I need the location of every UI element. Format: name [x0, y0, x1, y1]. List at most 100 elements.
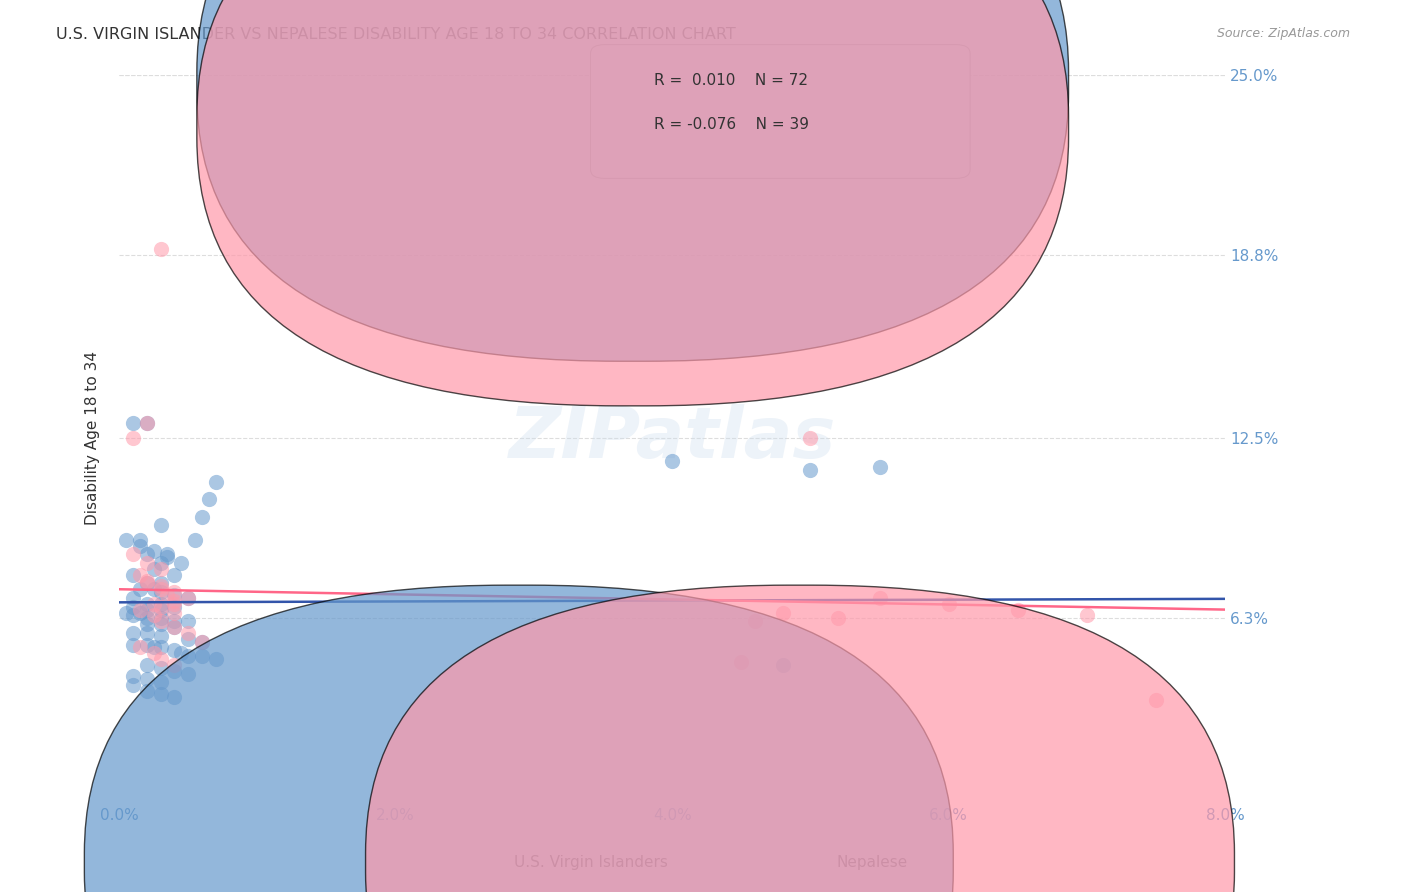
U.S. Virgin Islanders: [122, 591, 145, 605]
Nepalese: [156, 588, 179, 602]
U.S. Virgin Islanders: [869, 460, 891, 475]
U.S. Virgin Islanders: [128, 539, 150, 553]
U.S. Virgin Islanders: [163, 664, 186, 678]
U.S. Virgin Islanders: [135, 611, 157, 625]
U.S. Virgin Islanders: [115, 533, 138, 547]
U.S. Virgin Islanders: [115, 606, 138, 620]
U.S. Virgin Islanders: [205, 652, 228, 666]
U.S. Virgin Islanders: [149, 687, 172, 701]
Y-axis label: Disability Age 18 to 34: Disability Age 18 to 34: [86, 351, 100, 525]
Nepalese: [135, 576, 157, 591]
Text: U.S. Virgin Islanders: U.S. Virgin Islanders: [513, 855, 668, 870]
U.S. Virgin Islanders: [149, 640, 172, 655]
U.S. Virgin Islanders: [170, 646, 193, 660]
Text: ZIPatlas: ZIPatlas: [509, 403, 835, 473]
U.S. Virgin Islanders: [135, 657, 157, 672]
U.S. Virgin Islanders: [142, 582, 165, 597]
U.S. Virgin Islanders: [177, 591, 200, 605]
Text: U.S. VIRGIN ISLANDER VS NEPALESE DISABILITY AGE 18 TO 34 CORRELATION CHART: U.S. VIRGIN ISLANDER VS NEPALESE DISABIL…: [56, 27, 735, 42]
Nepalese: [163, 657, 186, 672]
Nepalese: [128, 640, 150, 655]
U.S. Virgin Islanders: [156, 550, 179, 565]
U.S. Virgin Islanders: [135, 417, 157, 431]
U.S. Virgin Islanders: [156, 547, 179, 561]
U.S. Virgin Islanders: [170, 556, 193, 570]
Nepalese: [1007, 602, 1029, 616]
Nepalese: [122, 431, 145, 445]
U.S. Virgin Islanders: [772, 657, 794, 672]
U.S. Virgin Islanders: [149, 611, 172, 625]
Nepalese: [177, 625, 200, 640]
Text: Source: ZipAtlas.com: Source: ZipAtlas.com: [1216, 27, 1350, 40]
U.S. Virgin Islanders: [163, 690, 186, 704]
U.S. Virgin Islanders: [122, 417, 145, 431]
Nepalese: [772, 606, 794, 620]
Nepalese: [744, 614, 766, 628]
U.S. Virgin Islanders: [177, 632, 200, 646]
U.S. Virgin Islanders: [128, 606, 150, 620]
U.S. Virgin Islanders: [191, 509, 214, 524]
Nepalese: [149, 582, 172, 597]
U.S. Virgin Islanders: [135, 602, 157, 616]
Nepalese: [149, 562, 172, 576]
U.S. Virgin Islanders: [128, 533, 150, 547]
U.S. Virgin Islanders: [163, 643, 186, 657]
U.S. Virgin Islanders: [122, 625, 145, 640]
Nepalese: [122, 547, 145, 561]
U.S. Virgin Islanders: [177, 614, 200, 628]
Nepalese: [869, 591, 891, 605]
Nepalese: [163, 597, 186, 611]
Nepalese: [191, 634, 214, 648]
U.S. Virgin Islanders: [177, 666, 200, 681]
U.S. Virgin Islanders: [149, 556, 172, 570]
U.S. Virgin Islanders: [135, 617, 157, 632]
Text: Nepalese: Nepalese: [837, 855, 907, 870]
Nepalese: [163, 594, 186, 608]
Nepalese: [149, 242, 172, 256]
Nepalese: [135, 417, 157, 431]
Text: R = -0.076    N = 39: R = -0.076 N = 39: [654, 118, 808, 132]
U.S. Virgin Islanders: [122, 567, 145, 582]
U.S. Virgin Islanders: [205, 475, 228, 489]
U.S. Virgin Islanders: [142, 544, 165, 558]
Nepalese: [163, 606, 186, 620]
Nepalese: [149, 652, 172, 666]
U.S. Virgin Islanders: [122, 678, 145, 692]
Nepalese: [730, 655, 752, 669]
U.S. Virgin Islanders: [191, 634, 214, 648]
U.S. Virgin Islanders: [184, 533, 207, 547]
U.S. Virgin Islanders: [149, 617, 172, 632]
Nepalese: [149, 579, 172, 593]
U.S. Virgin Islanders: [149, 585, 172, 599]
Nepalese: [135, 556, 157, 570]
U.S. Virgin Islanders: [198, 492, 221, 507]
U.S. Virgin Islanders: [122, 608, 145, 623]
Nepalese: [799, 431, 821, 445]
U.S. Virgin Islanders: [163, 588, 186, 602]
U.S. Virgin Islanders: [149, 518, 172, 533]
U.S. Virgin Islanders: [149, 629, 172, 643]
U.S. Virgin Islanders: [128, 582, 150, 597]
U.S. Virgin Islanders: [149, 661, 172, 675]
Nepalese: [1144, 692, 1167, 706]
U.S. Virgin Islanders: [135, 638, 157, 652]
U.S. Virgin Islanders: [122, 599, 145, 614]
U.S. Virgin Islanders: [177, 649, 200, 664]
U.S. Virgin Islanders: [149, 597, 172, 611]
U.S. Virgin Islanders: [799, 463, 821, 477]
Nepalese: [163, 585, 186, 599]
U.S. Virgin Islanders: [661, 454, 683, 468]
Nepalese: [135, 574, 157, 588]
Nepalese: [827, 611, 849, 625]
U.S. Virgin Islanders: [135, 576, 157, 591]
Nepalese: [142, 646, 165, 660]
U.S. Virgin Islanders: [135, 673, 157, 687]
Nepalese: [128, 602, 150, 616]
U.S. Virgin Islanders: [122, 669, 145, 683]
U.S. Virgin Islanders: [163, 599, 186, 614]
U.S. Virgin Islanders: [122, 638, 145, 652]
U.S. Virgin Islanders: [149, 576, 172, 591]
U.S. Virgin Islanders: [135, 547, 157, 561]
U.S. Virgin Islanders: [142, 640, 165, 655]
U.S. Virgin Islanders: [163, 567, 186, 582]
